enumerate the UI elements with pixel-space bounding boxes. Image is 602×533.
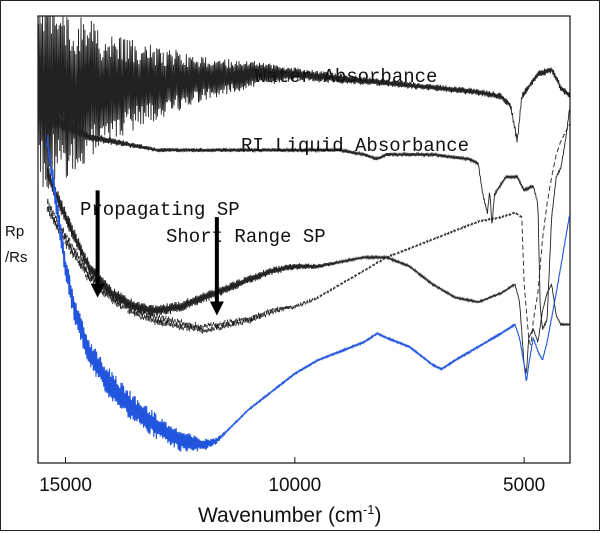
psp-arrow-head [90, 283, 105, 298]
x-axis-label: Wavenumber (cm-1) [198, 502, 382, 527]
x-axis-label-text: Wavenumber (cm [198, 504, 363, 527]
water-line [37, 15, 571, 189]
x-axis-label-superscript: -1 [363, 502, 375, 517]
propagating-sp-label: Propagating SP [80, 199, 240, 221]
short-range-sp-label: Short Range SP [166, 226, 326, 248]
x-axis-label-close: ) [375, 504, 382, 527]
y-axis-label-line1: Rp [5, 223, 24, 240]
water-absorbance-label: Water Absorbance [255, 66, 437, 88]
x-tick-label: 5000 [503, 475, 545, 496]
arrow-layer [90, 190, 224, 316]
srsp-arrow-head [209, 301, 224, 316]
ri-line [37, 108, 571, 330]
blue-trace-line [46, 134, 571, 452]
ri-liquid-absorbance-label: RI Liquid Absorbance [241, 135, 469, 157]
x-tick-label: 15000 [39, 475, 92, 496]
x-tick-label: 10000 [268, 475, 321, 496]
plot-area [37, 15, 571, 464]
propagating-sp-line [46, 167, 571, 374]
x-tick-layer: 15000 10000 5000 [39, 457, 545, 496]
series-layer [37, 15, 571, 452]
short-range-sp-line [46, 123, 570, 346]
y-axis-label-line2: /Rs [5, 249, 28, 266]
